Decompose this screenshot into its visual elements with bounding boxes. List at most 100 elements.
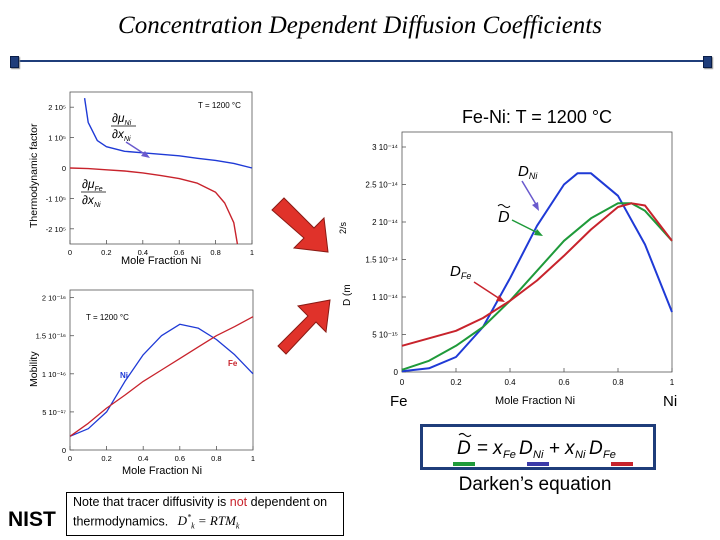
r-ylabel-fragment: 2/s — [338, 221, 348, 234]
svg-text:Fe: Fe — [503, 449, 516, 461]
tl-temp-label: T = 1200 °C — [198, 101, 241, 110]
series-line-2 — [69, 167, 239, 245]
y-tick-label: -2 10⁵ — [46, 225, 66, 234]
bl-label-fe: Fe — [228, 359, 238, 368]
r-arrowhead-dtilde — [534, 229, 543, 236]
bl-series — [69, 316, 254, 437]
bl-temp-label: T = 1200 °C — [86, 313, 129, 322]
y-tick-label: 3 10⁻¹⁴ — [372, 143, 398, 152]
bl-x-ticks: 0 0.2 0.4 0.6 0.8 1 — [68, 446, 255, 463]
y-tick-label: 1 10⁻¹⁶ — [42, 370, 66, 379]
y-tick-label: 5 10⁻¹⁵ — [372, 331, 398, 340]
r-arrow-dni — [521, 180, 538, 207]
tl-x-ticks: 0 0.2 0.4 0.6 0.8 1 — [68, 240, 254, 257]
series-line-2 — [69, 316, 254, 437]
r-label-dtilde: D — [497, 204, 511, 226]
diffusivity-plot: Fe-Ni: T = 1200 °C 2/s D (m 3 10⁻¹⁴ 2.5 1… — [338, 107, 677, 410]
r-arrow-dfe — [473, 281, 501, 300]
y-tick-label: 2 10⁻¹⁴ — [372, 218, 398, 227]
x-tick-label: 0.2 — [101, 248, 111, 257]
x-tick-label: 0.6 — [558, 378, 570, 387]
y-tick-label: 0 — [62, 446, 66, 455]
rule-endcap-right — [703, 56, 712, 68]
red-arrow-upper — [271, 197, 329, 253]
nist-logo: NIST — [8, 508, 56, 531]
darken-underline-red — [611, 462, 633, 466]
r-ylabel-fragment-2: D (m — [342, 284, 353, 306]
svg-text:Ni: Ni — [575, 449, 586, 461]
tracer-note: Note that tracer diffusivity is not depe… — [66, 492, 344, 536]
darken-caption: Darken’s equation — [458, 474, 612, 495]
x-tick-label: 0 — [400, 378, 405, 387]
darken-equation: D = x Fe D Ni + x Ni D Fe — [457, 432, 616, 461]
y-tick-label: 2.5 10⁻¹⁴ — [365, 181, 398, 190]
r-y-ticks: 3 10⁻¹⁴ 2.5 10⁻¹⁴ 2 10⁻¹⁴ 1.5 10⁻¹⁴ 1 10⁻¹⁴ 5… — [365, 143, 406, 377]
r-arrowhead-dni — [532, 202, 539, 211]
series-line-3 — [401, 202, 673, 347]
y-tick-label: 1.5 10⁻¹⁶ — [36, 332, 66, 341]
slide-title: Concentration Dependent Diffusion Coeffi… — [118, 12, 602, 39]
r-series — [401, 172, 673, 373]
r-arrow-dtilde — [511, 219, 539, 234]
bl-ylabel: Mobility — [28, 351, 40, 387]
tl-arrow-ni — [125, 141, 147, 156]
tl-ylabel: Thermodynamic factor — [28, 123, 40, 228]
mobility-plot: Mobility 2 10⁻¹⁶ 1.5 10⁻¹⁶ 1 10⁻¹⁶ 5 10⁻¹⁷ 0… — [28, 289, 255, 477]
title-rule — [14, 60, 708, 62]
tl-xlabel: Mole Fraction Ni — [121, 255, 201, 267]
svg-text:D: D — [589, 438, 603, 459]
svg-text:D: D — [457, 438, 471, 459]
series-line-1 — [83, 97, 253, 169]
note-emphasis: not — [229, 495, 248, 509]
x-tick-label: 0 — [68, 248, 72, 257]
x-tick-label: 0.6 — [175, 454, 185, 463]
svg-text:∂xNi: ∂xNi — [82, 193, 101, 209]
y-tick-label: 2 10⁵ — [48, 103, 66, 112]
note-equation: D*k = RTMk — [177, 513, 240, 531]
tl-y-ticks: 2 10⁵ 1 10⁵ 0 -1 10⁵ -2 10⁵ — [46, 103, 74, 234]
x-tick-label: 0.6 — [174, 248, 184, 257]
svg-text:Ni: Ni — [533, 449, 544, 461]
svg-text:=: = — [477, 438, 488, 459]
r-left-end-label: Fe — [390, 393, 408, 410]
tl-series — [69, 97, 253, 245]
y-tick-label: 1 10⁻¹⁴ — [372, 293, 398, 302]
darken-underline-blue — [527, 462, 549, 466]
r-right-end-label: Ni — [663, 393, 677, 410]
thermodynamic-factor-plot: Thermodynamic factor 2 10⁵ 1 10⁵ 0 -1 10⁵ -2… — [28, 91, 254, 267]
darken-equation-box: D = x Fe D Ni + x Ni D Fe — [420, 424, 656, 470]
rule-endcap-left — [10, 56, 19, 68]
series-line-1 — [69, 323, 254, 437]
bl-y-ticks: 2 10⁻¹⁶ 1.5 10⁻¹⁶ 1 10⁻¹⁶ 5 10⁻¹⁷ 0 — [36, 294, 74, 455]
svg-text:D: D — [519, 438, 533, 459]
red-arrows — [271, 197, 331, 355]
bl-xlabel: Mole Fraction Ni — [122, 465, 202, 477]
x-tick-label: 0.8 — [612, 378, 624, 387]
y-tick-label: 5 10⁻¹⁷ — [42, 408, 66, 417]
tl-label-ni: ∂μNi ∂xNi — [111, 111, 136, 143]
x-tick-label: 0.8 — [211, 454, 221, 463]
svg-text:x: x — [492, 438, 504, 459]
darken-underline-green — [453, 462, 475, 466]
tl-arrowhead-ni — [141, 151, 150, 158]
r-title: Fe-Ni: T = 1200 °C — [462, 107, 612, 127]
note-text-1: Note that tracer diffusivity is — [73, 495, 230, 509]
r-arrowhead-dfe — [496, 295, 505, 302]
svg-text:∂μNi: ∂μNi — [112, 111, 132, 127]
x-tick-label: 1 — [670, 378, 675, 387]
y-tick-label: 0 — [394, 368, 399, 377]
svg-text:∂xNi: ∂xNi — [112, 127, 131, 143]
bl-label-ni: Ni — [120, 371, 128, 380]
x-tick-label: 0.2 — [450, 378, 462, 387]
x-tick-label: 0 — [68, 454, 72, 463]
svg-text:x: x — [564, 438, 576, 459]
red-arrow-lower — [277, 299, 331, 355]
note-text-2: dependent on thermodynamics. — [73, 495, 328, 529]
r-label-dfe: DFe — [450, 263, 471, 281]
y-tick-label: 1 10⁵ — [48, 134, 66, 143]
x-tick-label: 0.4 — [504, 378, 516, 387]
r-xlabel: Mole Fraction Ni — [495, 395, 575, 407]
r-label-dni: DNi — [518, 163, 538, 181]
svg-text:D: D — [498, 209, 510, 226]
y-tick-label: 0 — [62, 164, 66, 173]
